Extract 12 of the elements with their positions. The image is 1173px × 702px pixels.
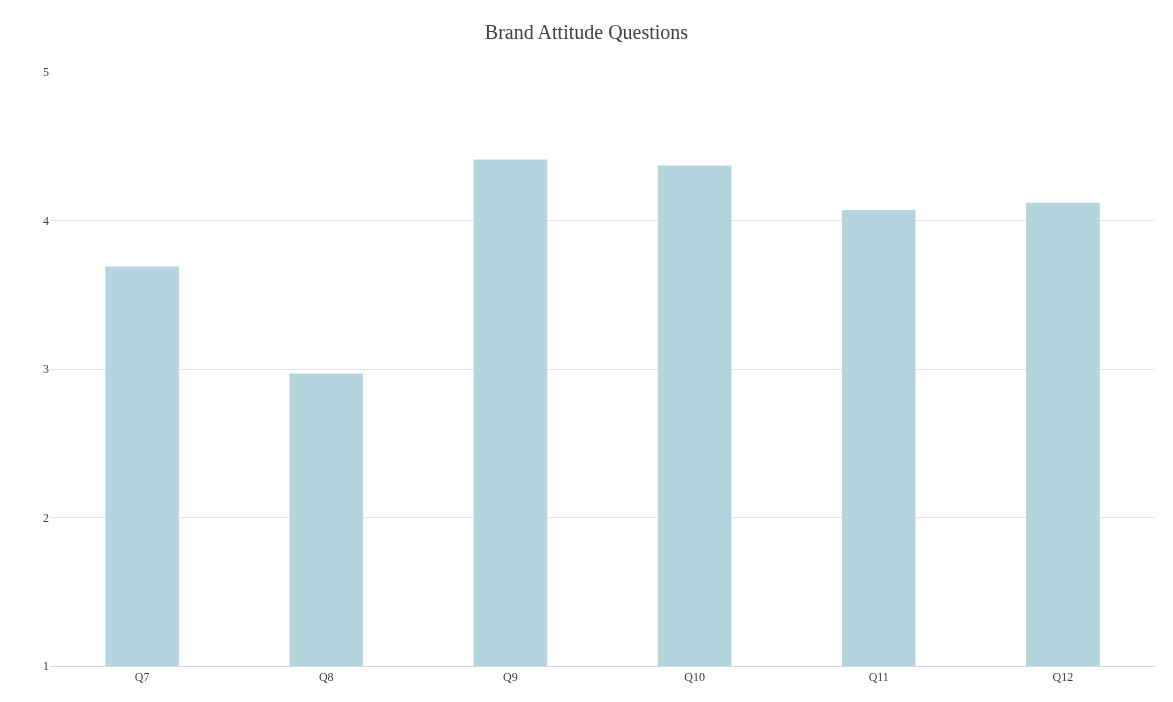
- x-tick-label: Q12: [1052, 670, 1074, 685]
- y-tick-label: 4: [43, 213, 49, 228]
- y-tick-label: 1: [43, 659, 49, 674]
- y-tick-label: 2: [43, 510, 49, 525]
- x-tick-label: Q7: [134, 670, 150, 685]
- x-tick-label: Q8: [318, 670, 334, 685]
- x-tick-label: Q10: [684, 670, 705, 685]
- x-tick-label: Q9: [503, 670, 518, 685]
- chart-title: Brand Attitude Questions: [484, 20, 689, 43]
- y-tick-label: 5: [43, 65, 49, 80]
- x-tick-label: Q11: [868, 670, 889, 685]
- y-tick-label: 3: [43, 362, 49, 377]
